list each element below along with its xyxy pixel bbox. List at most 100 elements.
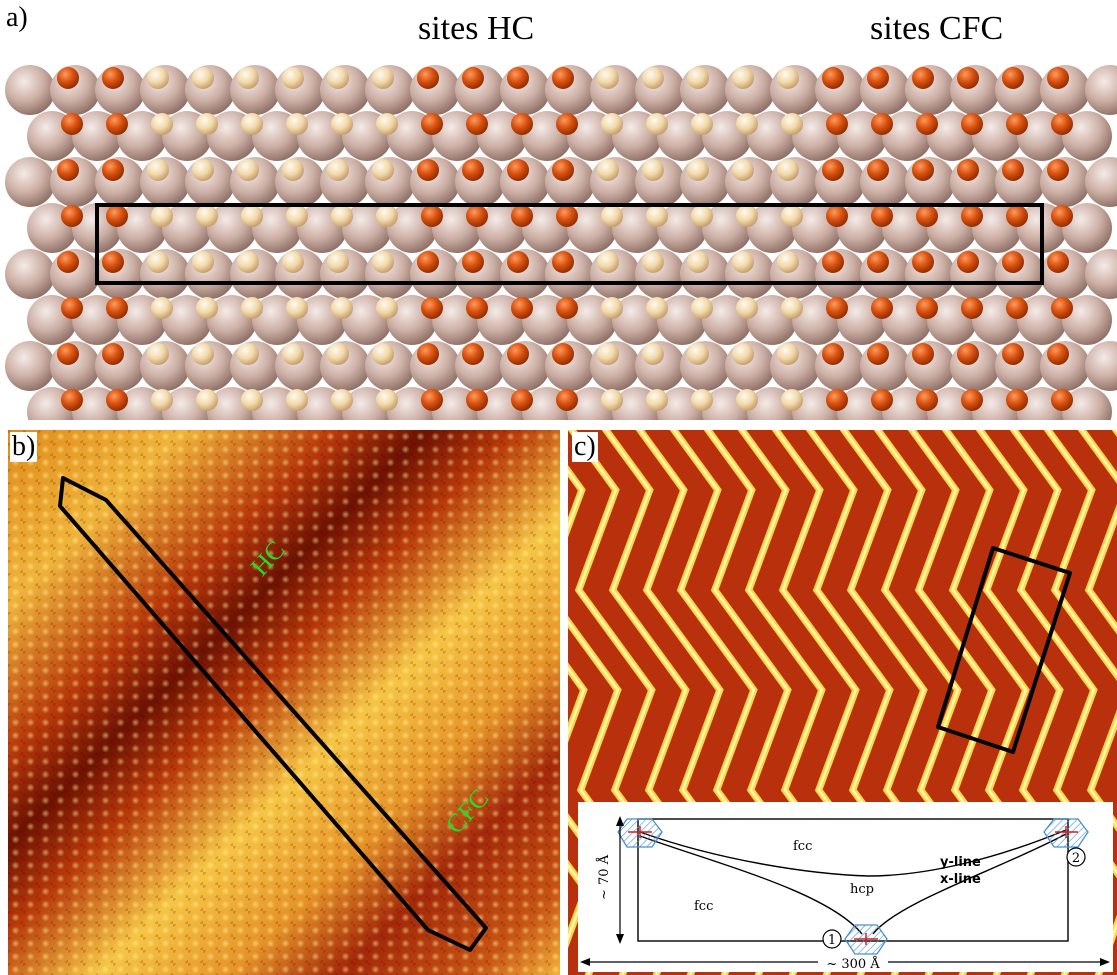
adatom-dark xyxy=(462,343,484,365)
adatom-light xyxy=(196,205,218,227)
adatom-dark xyxy=(867,251,889,273)
adatom-light xyxy=(642,159,664,181)
adatom-dark xyxy=(1051,205,1073,227)
adatom-dark xyxy=(822,343,844,365)
adatom-light xyxy=(241,113,263,135)
adatom-dark xyxy=(61,205,83,227)
adatom-dark xyxy=(507,159,529,181)
adatom-light xyxy=(192,343,214,365)
adatom-light xyxy=(331,113,353,135)
adatom-dark xyxy=(417,67,439,89)
atomic-model xyxy=(5,65,1117,420)
adatom-dark xyxy=(1006,297,1028,319)
adatom-light xyxy=(196,297,218,319)
adatom-dark xyxy=(102,343,124,365)
adatom-light xyxy=(597,159,619,181)
substrate-atoms xyxy=(5,65,1117,420)
adatom-light xyxy=(237,251,259,273)
adatom-light xyxy=(237,67,259,89)
fcc-left-label: fcc xyxy=(694,899,713,914)
adatom-dark xyxy=(57,251,79,273)
adatom-light xyxy=(147,159,169,181)
adatom-light xyxy=(736,113,758,135)
substrate-atom xyxy=(1062,111,1112,161)
adatom-light xyxy=(327,67,349,89)
adatom-dark xyxy=(102,67,124,89)
adatom-dark xyxy=(466,389,488,411)
adatom-light xyxy=(331,389,353,411)
adatom-dark xyxy=(1047,343,1069,365)
substrate-atom xyxy=(1062,295,1112,345)
adatom-dark xyxy=(1002,159,1024,181)
adatom-light xyxy=(147,67,169,89)
adatom-dark xyxy=(61,113,83,135)
x-line-curve xyxy=(639,833,1067,935)
adatom-dark xyxy=(417,251,439,273)
adatom-light xyxy=(147,343,169,365)
adatom-light xyxy=(372,67,394,89)
substrate-atom xyxy=(1085,341,1117,391)
marker-2 xyxy=(1066,847,1086,867)
adatom-light xyxy=(736,389,758,411)
adatom-light xyxy=(372,343,394,365)
hcp-label: hcp xyxy=(850,882,874,897)
x-line-label: x-line xyxy=(940,872,981,887)
adatom-dark xyxy=(871,205,893,227)
adatom-light xyxy=(601,297,623,319)
adatom-light xyxy=(732,67,754,89)
adatom-dark xyxy=(1047,251,1069,273)
adatom-light xyxy=(646,205,668,227)
adatom-dark xyxy=(102,159,124,181)
adatom-dark xyxy=(826,297,848,319)
height-dimension: ~ 70 Å xyxy=(596,854,612,900)
adatom-light xyxy=(736,205,758,227)
marker-1-text: 1 xyxy=(828,933,836,948)
adatom-dark xyxy=(961,297,983,319)
adatom-dark xyxy=(507,343,529,365)
adatom-dark xyxy=(106,205,128,227)
adatom-light xyxy=(777,67,799,89)
herringbone-stripe-highlight xyxy=(1046,430,1117,829)
adatom-dark xyxy=(822,159,844,181)
adatom-dark xyxy=(511,297,533,319)
adatom-dark xyxy=(417,159,439,181)
adatom-light xyxy=(691,205,713,227)
adatom-light xyxy=(732,343,754,365)
adatom-light xyxy=(237,159,259,181)
adatom-dark xyxy=(916,113,938,135)
adatom-dark xyxy=(912,251,934,273)
adatom-light xyxy=(151,205,173,227)
adatom-dark xyxy=(871,389,893,411)
herringbone-schematic: fcc fcc hcp y-line x-line 1 2 ~ 70 Å ~ 3… xyxy=(578,802,1113,972)
adatom-dark xyxy=(552,343,574,365)
adatom-dark xyxy=(462,159,484,181)
adatom-light xyxy=(331,297,353,319)
panel-c-letter: c) xyxy=(572,431,598,462)
herringbone-stripe-highlight xyxy=(1012,430,1117,975)
adatom-dark xyxy=(57,343,79,365)
y-line-curve xyxy=(639,829,1067,877)
adatom-dark xyxy=(466,297,488,319)
adatom-light xyxy=(601,113,623,135)
adatom-dark xyxy=(466,205,488,227)
adatom-light xyxy=(376,205,398,227)
adatom-dark xyxy=(552,251,574,273)
adatom-dark xyxy=(421,297,443,319)
adatom-light xyxy=(777,251,799,273)
adatom-dark xyxy=(57,67,79,89)
adatom-dark xyxy=(871,297,893,319)
adatom-dark xyxy=(912,159,934,181)
adatom-dark xyxy=(1051,297,1073,319)
adatom-light xyxy=(597,343,619,365)
adatom-dark xyxy=(916,297,938,319)
adatom-light xyxy=(327,251,349,273)
marker-1 xyxy=(822,929,842,949)
adatom-dark xyxy=(912,343,934,365)
adatom-dark xyxy=(511,389,533,411)
adatom-dark xyxy=(552,67,574,89)
y-line-label: y-line xyxy=(940,855,981,870)
substrate-atom xyxy=(5,157,55,207)
adatom-light xyxy=(781,389,803,411)
adatom-light xyxy=(282,343,304,365)
adatom-dark xyxy=(826,389,848,411)
